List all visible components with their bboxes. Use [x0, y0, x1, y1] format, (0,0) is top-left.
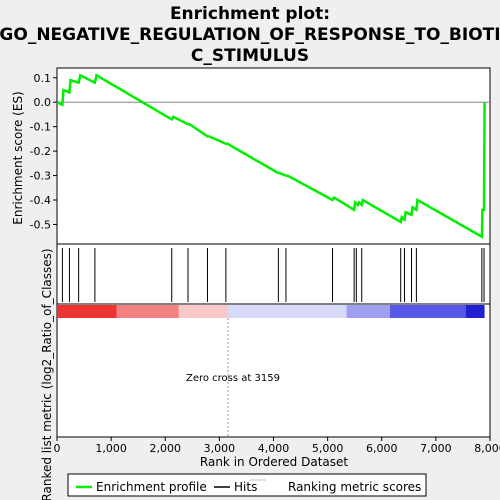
x-tick-label-4: 4,000 [258, 442, 290, 455]
x-tick-label-2: 2,000 [150, 442, 182, 455]
y-tick-label-5: -0.4 [30, 194, 51, 207]
x-tick-label-5: 5,000 [312, 442, 344, 455]
y-tick-label-2: -0.1 [30, 121, 51, 134]
metric-panel [56, 303, 491, 438]
legend-box [67, 473, 427, 497]
hits-lines [61, 248, 485, 302]
y-axis-label-metric: Ranked list metric (log2_Ratio_of_Classe… [40, 248, 54, 500]
x-axis-ticks: 0 1,000 2,000 3,000 4,000 5,000 6,000 7,000 8,00… [54, 437, 500, 455]
metric-segment-3 [227, 305, 347, 318]
es-panel [56, 67, 491, 245]
y-axis-ticks: 0.1 0.0 -0.1 -0.2 -0.3 -0.4 -0.5 [30, 72, 57, 231]
chart-title-line-1: Enrichment plot: [170, 4, 330, 24]
y-tick-label-6: -0.5 [30, 218, 51, 231]
y-tick-label-3: -0.2 [30, 145, 51, 158]
x-tick-label-8: 8,000 [474, 442, 500, 455]
x-tick-label-1: 1,000 [95, 442, 127, 455]
y-tick-label-1: 0.0 [34, 96, 52, 109]
hits-panel [56, 243, 491, 305]
x-tick-label-7: 7,000 [420, 442, 452, 455]
metric-segment-1 [116, 305, 179, 318]
y-tick-label-0: 0.1 [34, 72, 52, 85]
metric-segment-2 [178, 305, 228, 318]
legend-label-ranking: Ranking metric scores [288, 480, 421, 494]
y-tick-label-4: -0.3 [30, 170, 51, 183]
x-tick-label-0: 0 [54, 442, 61, 455]
metric-segment-5 [389, 305, 466, 318]
x-axis-label: Rank in Ordered Dataset [200, 455, 348, 469]
ranking-metric-bar [57, 305, 485, 318]
legend-label-enrichment: Enrichment profile [96, 480, 207, 494]
x-tick-label-6: 6,000 [366, 442, 398, 455]
enrichment-profile-line [56, 73, 486, 239]
chart-title-line-3: C_STIMULUS [191, 46, 309, 66]
chart-title-line-2: GO_NEGATIVE_REGULATION_OF_RESPONSE_TO_BI… [0, 25, 500, 45]
metric-segment-0 [57, 305, 117, 318]
zero-cross-annotation: Zero cross at 3159 [186, 373, 280, 384]
metric-segment-6 [465, 305, 485, 318]
legend: Enrichment profile Hits Ranking metric s… [67, 473, 427, 497]
x-tick-label-3: 3,000 [204, 442, 236, 455]
metric-segment-4 [346, 305, 390, 318]
legend-label-hits: Hits [234, 480, 257, 494]
y-axis-label-es: Enrichment score (ES) [11, 91, 25, 224]
